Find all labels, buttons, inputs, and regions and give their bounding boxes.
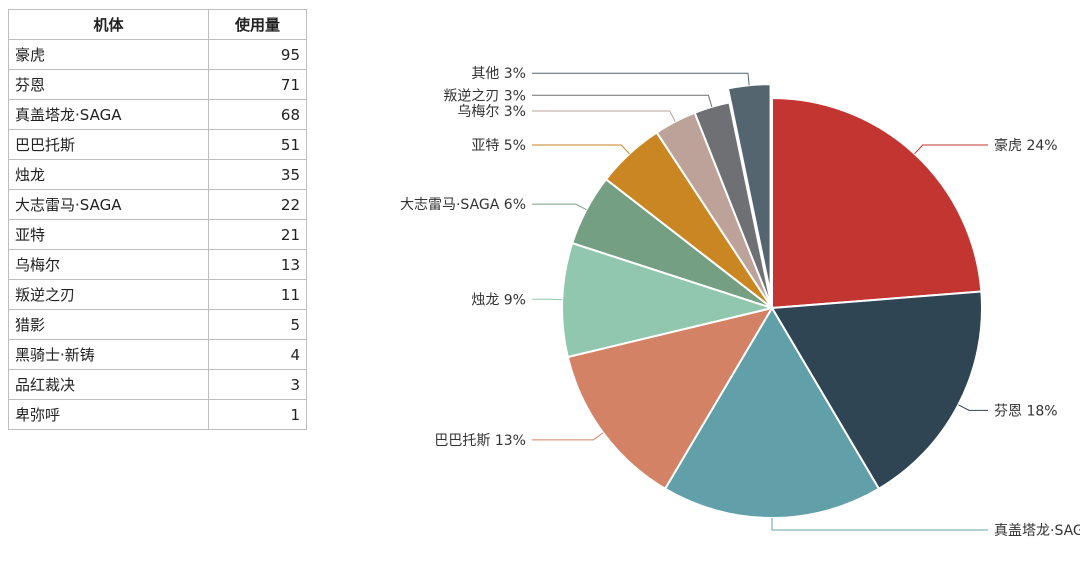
usage-table: 机体 使用量 豪虎 95 芬恩 71 真盖塔龙·SAGA 68 巴巴托斯 51 烛龙 35 大志雷马… [8,9,307,430]
header-usage: 使用量 [208,9,307,40]
table-row: 烛龙 35 [8,159,307,190]
machine-name-cell: 猎影 [8,309,209,340]
pie-leader-line [771,518,988,531]
pie-slice-label: 大志雷马·SAGA 6% [400,197,526,213]
usage-value-cell: 95 [208,39,307,70]
table-row: 卑弥呼 1 [8,399,307,430]
machine-name-cell: 巴巴托斯 [8,129,209,160]
pie-leader-line [532,203,587,211]
pie-slice-label: 乌梅尔 3% [457,104,526,120]
pie-leader-line [532,72,750,86]
pie-slice-label: 巴巴托斯 13% [434,433,526,449]
usage-value-cell: 51 [208,129,307,160]
table-row: 芬恩 71 [8,69,307,100]
usage-value-cell: 11 [208,279,307,310]
usage-value-cell: 3 [208,369,307,400]
table-row: 巴巴托斯 51 [8,129,307,160]
pie-slice-label: 叛逆之刃 3% [443,88,526,104]
pie-leader-line [532,144,630,155]
pie-slices [561,83,983,519]
pie-slice-label: 亚特 5% [471,138,526,154]
pie-slice-label: 真盖塔龙·SAGA 17% [994,523,1080,539]
pie-slice-label: 豪虎 24% [994,138,1058,154]
usage-value-cell: 22 [208,189,307,220]
header-machine: 机体 [8,9,209,40]
table-row: 亚特 21 [8,219,307,250]
table-body: 豪虎 95 芬恩 71 真盖塔龙·SAGA 68 巴巴托斯 51 烛龙 35 大志雷马·SAGA 22… [8,39,307,430]
machine-name-cell: 卑弥呼 [8,399,209,430]
table-row: 大志雷马·SAGA 22 [8,189,307,220]
table-row: 真盖塔龙·SAGA 68 [8,99,307,130]
machine-name-cell: 乌梅尔 [8,249,209,280]
usage-table-container: 机体 使用量 豪虎 95 芬恩 71 真盖塔龙·SAGA 68 巴巴托斯 51 烛龙 35 大志雷马… [8,9,307,430]
pie-labels: 豪虎 24% 芬恩 18% 真盖塔龙·SAGA 17% 巴巴托斯 13% 烛龙 9% 大志… [400,66,1080,539]
pie-leader-line [958,404,988,411]
usage-value-cell: 21 [208,219,307,250]
pie-leader-line [532,432,604,441]
pie-slice[interactable] [771,96,983,310]
pie-slice-label: 其他 3% [471,66,526,82]
usage-value-cell: 71 [208,69,307,100]
machine-name-cell: 真盖塔龙·SAGA [8,99,209,130]
pie-slice-label: 烛龙 9% [471,292,526,308]
usage-value-cell: 35 [208,159,307,190]
pie-leader-line [532,110,676,122]
pie-slice[interactable] [726,83,772,295]
pie-slice-label: 芬恩 18% [994,403,1058,419]
usage-value-cell: 1 [208,399,307,430]
pie-leader-line [914,144,988,155]
machine-name-cell: 亚特 [8,219,209,250]
table-row: 猎影 5 [8,309,307,340]
pie-slice[interactable] [663,306,881,519]
usage-value-cell: 68 [208,99,307,130]
pie-leader-line [532,94,713,107]
table-header-row: 机体 使用量 [8,9,307,40]
table-row: 乌梅尔 13 [8,249,307,280]
machine-name-cell: 大志雷马·SAGA [8,189,209,220]
machine-name-cell: 烛龙 [8,159,209,190]
